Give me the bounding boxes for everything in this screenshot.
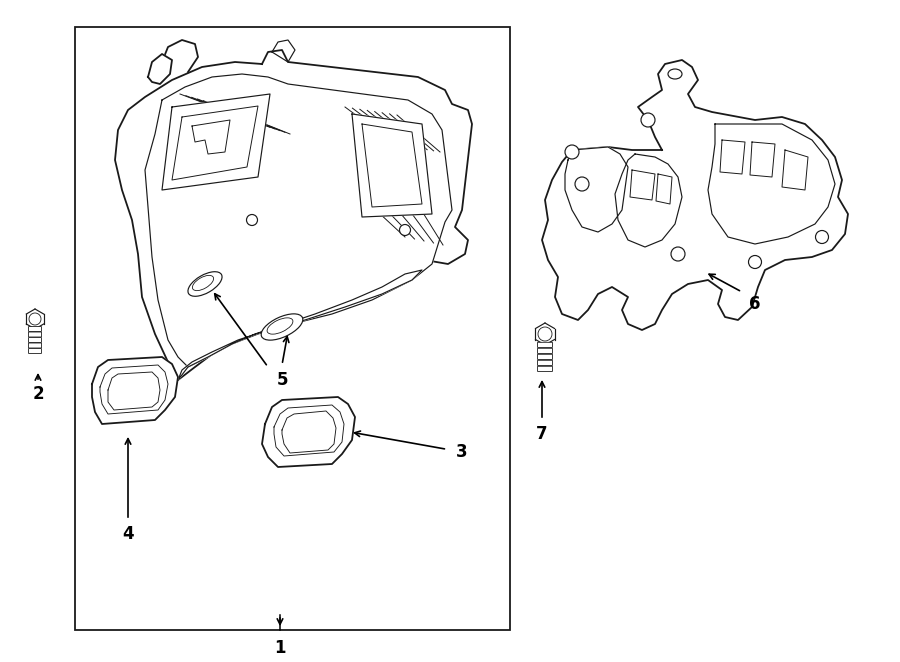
Text: 7: 7 xyxy=(536,425,548,443)
Ellipse shape xyxy=(188,271,222,297)
Circle shape xyxy=(749,256,761,269)
FancyBboxPatch shape xyxy=(537,342,553,348)
Circle shape xyxy=(247,214,257,226)
Text: 2: 2 xyxy=(32,385,44,403)
Circle shape xyxy=(641,113,655,127)
Polygon shape xyxy=(92,357,178,424)
Text: 3: 3 xyxy=(456,443,468,461)
Polygon shape xyxy=(656,174,672,204)
Bar xyxy=(75,27,510,630)
FancyBboxPatch shape xyxy=(537,366,553,371)
FancyBboxPatch shape xyxy=(537,348,553,354)
Polygon shape xyxy=(565,147,628,232)
Text: 6: 6 xyxy=(749,295,760,313)
Ellipse shape xyxy=(668,69,682,79)
Circle shape xyxy=(565,145,579,159)
Polygon shape xyxy=(630,170,655,200)
Circle shape xyxy=(538,327,552,341)
Polygon shape xyxy=(115,50,472,380)
Polygon shape xyxy=(720,140,745,174)
FancyBboxPatch shape xyxy=(29,332,41,337)
Polygon shape xyxy=(615,154,682,247)
Polygon shape xyxy=(145,74,452,367)
Polygon shape xyxy=(782,150,808,190)
Ellipse shape xyxy=(193,275,213,291)
FancyBboxPatch shape xyxy=(29,343,41,348)
Circle shape xyxy=(400,224,410,236)
FancyBboxPatch shape xyxy=(29,338,41,342)
Circle shape xyxy=(29,313,41,325)
Text: 4: 4 xyxy=(122,525,134,543)
Polygon shape xyxy=(352,114,432,217)
Polygon shape xyxy=(162,94,270,190)
Circle shape xyxy=(815,230,829,244)
Ellipse shape xyxy=(267,318,293,334)
FancyBboxPatch shape xyxy=(537,360,553,365)
FancyBboxPatch shape xyxy=(29,326,41,332)
Circle shape xyxy=(671,247,685,261)
Polygon shape xyxy=(708,124,835,244)
Polygon shape xyxy=(178,270,422,380)
Text: 1: 1 xyxy=(274,639,286,657)
FancyBboxPatch shape xyxy=(29,348,41,354)
Polygon shape xyxy=(262,397,355,467)
Polygon shape xyxy=(148,54,172,84)
Polygon shape xyxy=(542,60,848,330)
Polygon shape xyxy=(750,142,775,177)
Text: 5: 5 xyxy=(276,371,288,389)
Ellipse shape xyxy=(261,314,302,340)
Circle shape xyxy=(575,177,589,191)
FancyBboxPatch shape xyxy=(537,354,553,359)
